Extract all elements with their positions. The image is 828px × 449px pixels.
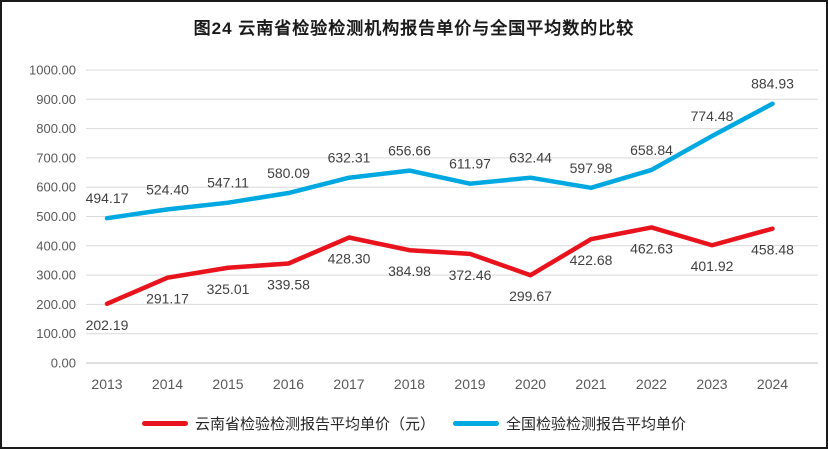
legend-item-national: 全国检验检测报告平均单价	[453, 413, 686, 434]
data-label: 632.44	[509, 150, 552, 166]
data-label: 524.40	[146, 181, 189, 197]
data-label: 597.98	[570, 160, 613, 176]
data-label: 494.17	[86, 190, 129, 206]
legend-label: 云南省检验检测报告平均单价（元）	[194, 416, 435, 433]
x-tick-label: 2018	[394, 376, 425, 392]
data-label: 658.84	[630, 142, 673, 158]
x-tick-label: 2023	[696, 376, 727, 392]
y-tick-label: 600.00	[36, 180, 76, 195]
data-label: 339.58	[267, 277, 310, 293]
x-tick-label: 2021	[575, 376, 606, 392]
data-label: 299.67	[509, 288, 552, 304]
legend-line-swatch	[453, 421, 499, 426]
y-tick-label: 400.00	[36, 238, 76, 253]
data-label: 372.46	[449, 267, 492, 283]
data-label: 291.17	[146, 291, 189, 307]
data-label: 325.01	[207, 281, 250, 297]
y-tick-label: 700.00	[36, 150, 76, 165]
data-label: 547.11	[207, 175, 249, 191]
data-label: 884.93	[751, 76, 794, 92]
x-tick-label: 2013	[91, 376, 122, 392]
series-line-national	[104, 101, 775, 221]
data-label: 428.30	[328, 251, 371, 267]
y-tick-label: 200.00	[36, 297, 76, 312]
y-tick-label: 1000.00	[29, 63, 76, 78]
series-line-yunnan	[104, 225, 775, 307]
x-tick-label: 2019	[454, 376, 485, 392]
data-label: 774.48	[691, 108, 734, 124]
data-label: 401.92	[691, 258, 734, 274]
data-label: 422.68	[570, 252, 613, 268]
x-tick-label: 2017	[333, 376, 364, 392]
x-tick-label: 2020	[515, 376, 546, 392]
data-label: 656.66	[388, 143, 431, 159]
legend-label: 全国检验检测报告平均单价	[506, 416, 687, 433]
data-label: 384.98	[388, 263, 431, 279]
x-tick-label: 2014	[152, 376, 183, 392]
y-tick-label: 800.00	[36, 121, 76, 136]
data-label: 611.97	[449, 156, 491, 172]
y-tick-label: 0.00	[51, 356, 76, 371]
legend-line-swatch	[141, 421, 188, 426]
data-label: 580.09	[267, 165, 310, 181]
y-tick-label: 300.00	[36, 268, 76, 283]
y-tick-label: 100.00	[36, 326, 76, 341]
data-label: 202.19	[86, 317, 129, 333]
x-tick-label: 2016	[273, 376, 304, 392]
legend: 云南省检验检测报告平均单价（元） 全国检验检测报告平均单价	[2, 413, 826, 434]
x-tick-label: 2015	[212, 376, 243, 392]
data-label: 632.31	[328, 150, 371, 166]
x-tick-label: 2022	[636, 376, 667, 392]
data-label: 462.63	[630, 240, 673, 256]
y-tick-label: 900.00	[36, 92, 76, 107]
chart-title: 图24 云南省检验检测机构报告单价与全国平均数的比较	[193, 19, 635, 38]
data-label: 458.48	[751, 242, 794, 258]
legend-item-yunnan: 云南省检验检测报告平均单价（元）	[141, 413, 435, 434]
y-tick-label: 500.00	[36, 209, 76, 224]
x-tick-label: 2024	[757, 376, 788, 392]
